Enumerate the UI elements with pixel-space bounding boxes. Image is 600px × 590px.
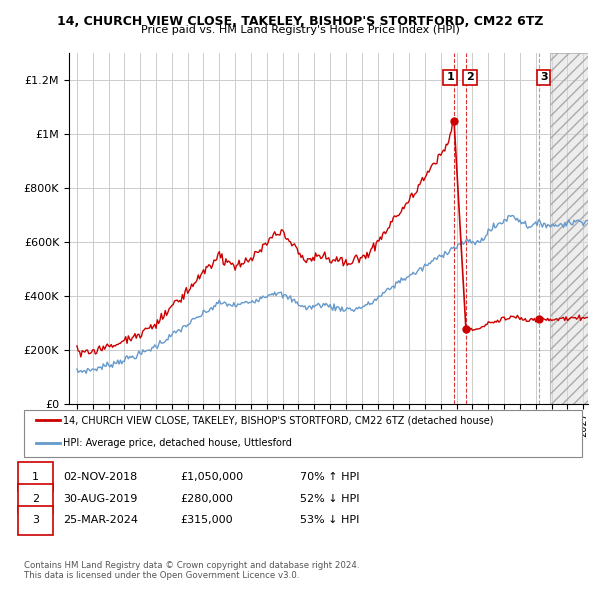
Text: 25-MAR-2024: 25-MAR-2024 (63, 516, 138, 525)
Text: 02-NOV-2018: 02-NOV-2018 (63, 472, 137, 481)
Text: HPI: Average price, detached house, Uttlesford: HPI: Average price, detached house, Uttl… (63, 438, 292, 448)
Text: 14, CHURCH VIEW CLOSE, TAKELEY, BISHOP'S STORTFORD, CM22 6TZ: 14, CHURCH VIEW CLOSE, TAKELEY, BISHOP'S… (57, 15, 543, 28)
Text: 3: 3 (540, 73, 548, 83)
Text: 53% ↓ HPI: 53% ↓ HPI (300, 516, 359, 525)
Text: £280,000: £280,000 (180, 494, 233, 503)
Text: 3: 3 (32, 516, 39, 525)
Text: Contains HM Land Registry data © Crown copyright and database right 2024.: Contains HM Land Registry data © Crown c… (24, 560, 359, 570)
Text: 30-AUG-2019: 30-AUG-2019 (63, 494, 137, 503)
Text: 70% ↑ HPI: 70% ↑ HPI (300, 472, 359, 481)
Text: 1: 1 (446, 73, 454, 83)
Text: This data is licensed under the Open Government Licence v3.0.: This data is licensed under the Open Gov… (24, 571, 299, 580)
Bar (550, 53, 588, 404)
Bar (550, 53, 588, 404)
Text: Price paid vs. HM Land Registry's House Price Index (HPI): Price paid vs. HM Land Registry's House … (140, 25, 460, 35)
Text: 2: 2 (32, 494, 39, 503)
Text: £315,000: £315,000 (180, 516, 233, 525)
Text: 1: 1 (32, 472, 39, 481)
Text: 2: 2 (466, 73, 474, 83)
Text: £1,050,000: £1,050,000 (180, 472, 243, 481)
Text: 14, CHURCH VIEW CLOSE, TAKELEY, BISHOP'S STORTFORD, CM22 6TZ (detached house): 14, CHURCH VIEW CLOSE, TAKELEY, BISHOP'S… (63, 415, 493, 425)
Text: 52% ↓ HPI: 52% ↓ HPI (300, 494, 359, 503)
